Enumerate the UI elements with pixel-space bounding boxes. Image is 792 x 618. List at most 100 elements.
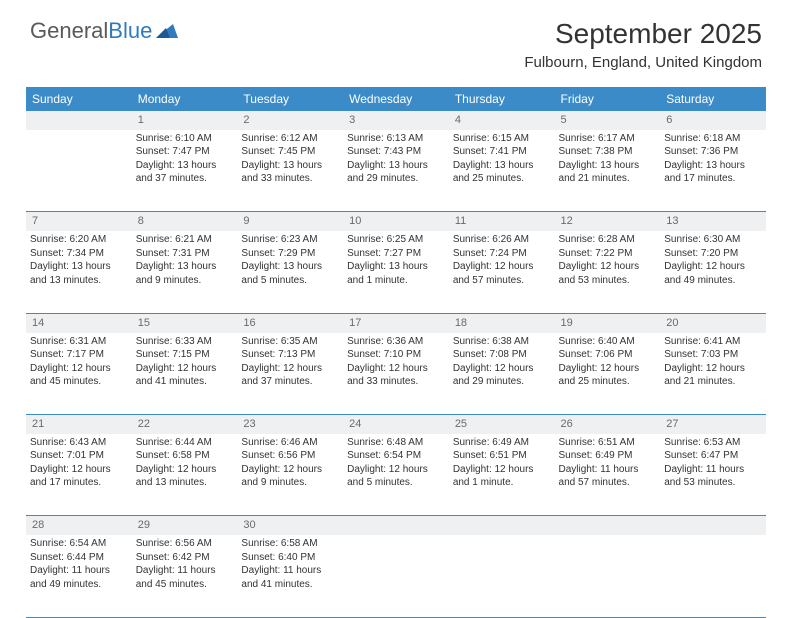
day-cell-text: Sunrise: 6:21 AMSunset: 7:31 PMDaylight:… [136,233,234,287]
day-cell-text: Sunrise: 6:53 AMSunset: 6:47 PMDaylight:… [664,436,762,490]
day-cell: Sunrise: 6:46 AMSunset: 6:56 PMDaylight:… [237,434,343,516]
weekday-header: Monday [132,87,238,111]
day-number: 13 [660,212,766,231]
day-number: 16 [237,313,343,332]
day-number: 22 [132,415,238,434]
day-cell: Sunrise: 6:40 AMSunset: 7:06 PMDaylight:… [555,333,661,415]
day-number: 3 [343,111,449,130]
day-number: 1 [132,111,238,130]
day-cell: Sunrise: 6:15 AMSunset: 7:41 PMDaylight:… [449,130,555,212]
weekday-header: Friday [555,87,661,111]
day-content-row: Sunrise: 6:20 AMSunset: 7:34 PMDaylight:… [26,231,766,313]
weekday-header: Wednesday [343,87,449,111]
day-cell-text: Sunrise: 6:48 AMSunset: 6:54 PMDaylight:… [347,436,445,490]
day-number: 14 [26,313,132,332]
day-cell [449,535,555,617]
logo-text-blue: Blue [108,18,152,44]
day-cell-text: Sunrise: 6:17 AMSunset: 7:38 PMDaylight:… [559,132,657,186]
day-cell: Sunrise: 6:56 AMSunset: 6:42 PMDaylight:… [132,535,238,617]
calendar-table: Sunday Monday Tuesday Wednesday Thursday… [26,87,766,618]
day-number: 4 [449,111,555,130]
day-number: 21 [26,415,132,434]
day-cell: Sunrise: 6:21 AMSunset: 7:31 PMDaylight:… [132,231,238,313]
calendar-body: 123456 Sunrise: 6:10 AMSunset: 7:47 PMDay… [26,111,766,617]
day-cell: Sunrise: 6:53 AMSunset: 6:47 PMDaylight:… [660,434,766,516]
day-content-row: Sunrise: 6:54 AMSunset: 6:44 PMDaylight:… [26,535,766,617]
day-cell-text: Sunrise: 6:58 AMSunset: 6:40 PMDaylight:… [241,537,339,591]
day-cell [660,535,766,617]
day-cell-text: Sunrise: 6:46 AMSunset: 6:56 PMDaylight:… [241,436,339,490]
day-cell-text: Sunrise: 6:40 AMSunset: 7:06 PMDaylight:… [559,335,657,389]
day-number: 6 [660,111,766,130]
day-cell: Sunrise: 6:49 AMSunset: 6:51 PMDaylight:… [449,434,555,516]
day-number: 15 [132,313,238,332]
day-number: 30 [237,516,343,535]
day-cell-text: Sunrise: 6:23 AMSunset: 7:29 PMDaylight:… [241,233,339,287]
day-content-row: Sunrise: 6:43 AMSunset: 7:01 PMDaylight:… [26,434,766,516]
day-number: 9 [237,212,343,231]
day-content-row: Sunrise: 6:31 AMSunset: 7:17 PMDaylight:… [26,333,766,415]
day-cell-text: Sunrise: 6:30 AMSunset: 7:20 PMDaylight:… [664,233,762,287]
day-cell-text: Sunrise: 6:43 AMSunset: 7:01 PMDaylight:… [30,436,128,490]
day-cell: Sunrise: 6:25 AMSunset: 7:27 PMDaylight:… [343,231,449,313]
day-cell: Sunrise: 6:43 AMSunset: 7:01 PMDaylight:… [26,434,132,516]
day-number: 18 [449,313,555,332]
day-cell-text: Sunrise: 6:18 AMSunset: 7:36 PMDaylight:… [664,132,762,186]
day-cell: Sunrise: 6:54 AMSunset: 6:44 PMDaylight:… [26,535,132,617]
weekday-header: Tuesday [237,87,343,111]
day-number: 17 [343,313,449,332]
title-block: September 2025 Fulbourn, England, United… [524,18,762,71]
day-cell: Sunrise: 6:36 AMSunset: 7:10 PMDaylight:… [343,333,449,415]
day-cell-text: Sunrise: 6:44 AMSunset: 6:58 PMDaylight:… [136,436,234,490]
day-cell: Sunrise: 6:48 AMSunset: 6:54 PMDaylight:… [343,434,449,516]
day-cell-text: Sunrise: 6:49 AMSunset: 6:51 PMDaylight:… [453,436,551,490]
logo-text-general: General [30,18,108,44]
day-number: 28 [26,516,132,535]
day-cell-text: Sunrise: 6:10 AMSunset: 7:47 PMDaylight:… [136,132,234,186]
day-cell-text: Sunrise: 6:54 AMSunset: 6:44 PMDaylight:… [30,537,128,591]
day-cell: Sunrise: 6:51 AMSunset: 6:49 PMDaylight:… [555,434,661,516]
logo: GeneralBlue [30,18,178,44]
day-number: 25 [449,415,555,434]
day-cell [26,130,132,212]
day-cell: Sunrise: 6:35 AMSunset: 7:13 PMDaylight:… [237,333,343,415]
day-cell: Sunrise: 6:17 AMSunset: 7:38 PMDaylight:… [555,130,661,212]
day-cell-text: Sunrise: 6:35 AMSunset: 7:13 PMDaylight:… [241,335,339,389]
daynum-row: 282930 [26,516,766,535]
daynum-row: 78910111213 [26,212,766,231]
day-cell-text: Sunrise: 6:26 AMSunset: 7:24 PMDaylight:… [453,233,551,287]
day-cell: Sunrise: 6:10 AMSunset: 7:47 PMDaylight:… [132,130,238,212]
day-content-row: Sunrise: 6:10 AMSunset: 7:47 PMDaylight:… [26,130,766,212]
day-number: 19 [555,313,661,332]
day-cell: Sunrise: 6:38 AMSunset: 7:08 PMDaylight:… [449,333,555,415]
day-cell-text: Sunrise: 6:13 AMSunset: 7:43 PMDaylight:… [347,132,445,186]
day-cell-text: Sunrise: 6:33 AMSunset: 7:15 PMDaylight:… [136,335,234,389]
day-cell-text: Sunrise: 6:51 AMSunset: 6:49 PMDaylight:… [559,436,657,490]
daynum-row: 123456 [26,111,766,130]
day-cell-text: Sunrise: 6:20 AMSunset: 7:34 PMDaylight:… [30,233,128,287]
day-number: 12 [555,212,661,231]
day-cell [555,535,661,617]
day-cell-text: Sunrise: 6:56 AMSunset: 6:42 PMDaylight:… [136,537,234,591]
day-number: 7 [26,212,132,231]
day-cell-text: Sunrise: 6:12 AMSunset: 7:45 PMDaylight:… [241,132,339,186]
day-cell: Sunrise: 6:31 AMSunset: 7:17 PMDaylight:… [26,333,132,415]
day-number [343,516,449,535]
day-number [449,516,555,535]
daynum-row: 21222324252627 [26,415,766,434]
weekday-header: Saturday [660,87,766,111]
day-number: 2 [237,111,343,130]
logo-triangle-icon [156,18,178,44]
day-cell-text: Sunrise: 6:15 AMSunset: 7:41 PMDaylight:… [453,132,551,186]
weekday-header: Thursday [449,87,555,111]
day-cell: Sunrise: 6:33 AMSunset: 7:15 PMDaylight:… [132,333,238,415]
day-number: 27 [660,415,766,434]
day-number: 10 [343,212,449,231]
day-cell [343,535,449,617]
weekday-header: Sunday [26,87,132,111]
day-cell-text: Sunrise: 6:38 AMSunset: 7:08 PMDaylight:… [453,335,551,389]
day-cell: Sunrise: 6:12 AMSunset: 7:45 PMDaylight:… [237,130,343,212]
day-cell: Sunrise: 6:58 AMSunset: 6:40 PMDaylight:… [237,535,343,617]
day-cell-text: Sunrise: 6:28 AMSunset: 7:22 PMDaylight:… [559,233,657,287]
month-title: September 2025 [524,18,762,50]
